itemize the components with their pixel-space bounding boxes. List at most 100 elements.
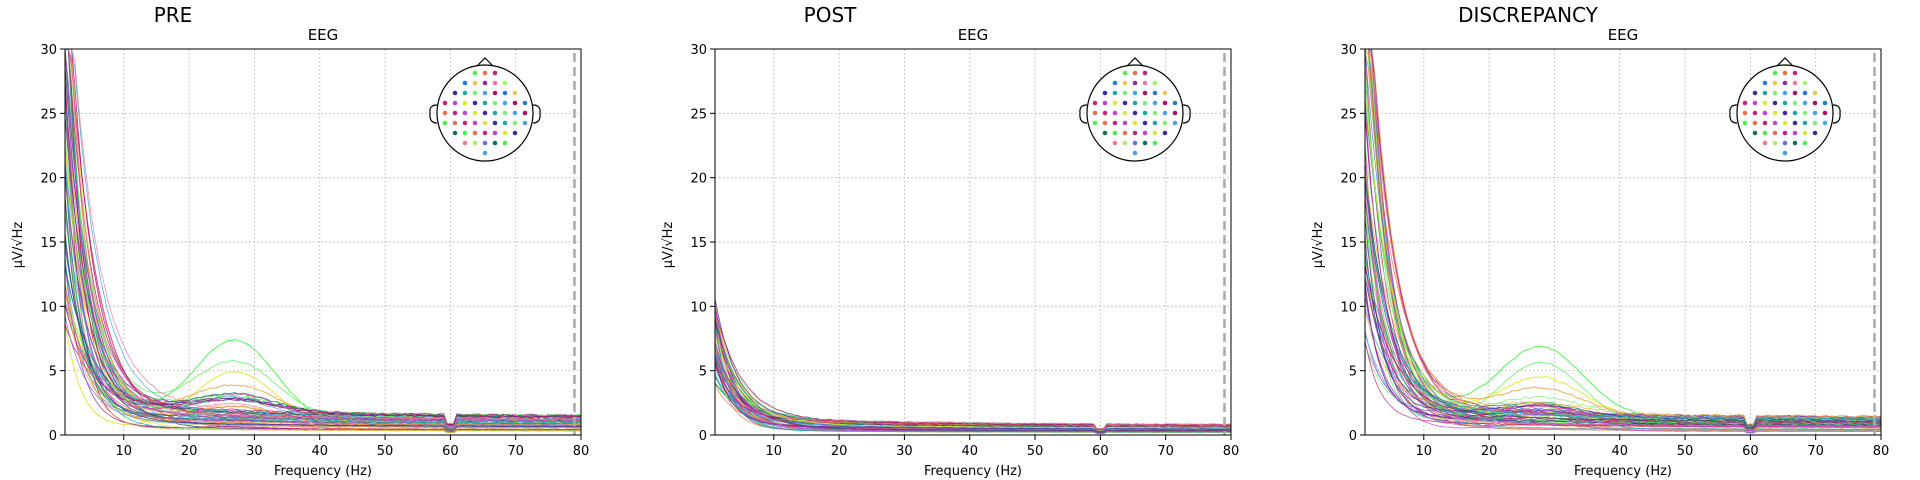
y-tick-label: 30 (1340, 43, 1357, 58)
sensor-dot (1792, 70, 1798, 76)
sensor-dot (1142, 90, 1148, 96)
sensor-dot (502, 100, 508, 106)
sensor-dot (1762, 140, 1768, 146)
series-line (1365, 144, 1881, 430)
series-line (65, 168, 581, 426)
sensor-dot (1762, 100, 1768, 106)
panel-title: PRE (154, 3, 193, 27)
sensor-dot (1122, 120, 1128, 126)
y-tick-label: 25 (690, 107, 707, 122)
sensor-dot (1772, 110, 1778, 116)
sensor-dot (1792, 140, 1798, 146)
sensor-dot (462, 140, 468, 146)
x-tick-label: 40 (311, 444, 328, 459)
sensor-dot (1762, 80, 1768, 86)
series-line (1365, 179, 1881, 431)
panel-discrepancy: DISCREPANCY EEG µV/√Hz Frequency (Hz) 10… (1311, 3, 1889, 479)
sensor-dot (492, 110, 498, 116)
y-tick-label: 30 (690, 43, 707, 58)
y-tick-label: 15 (40, 236, 57, 251)
y-tick-label: 5 (699, 365, 707, 380)
series-line (715, 308, 1231, 434)
series-group (715, 298, 1231, 435)
y-tick-label: 15 (690, 236, 707, 251)
y-tick-label: 0 (49, 429, 57, 444)
series-line (1365, 232, 1881, 434)
series-line (65, 266, 581, 426)
series-line (1365, 143, 1881, 428)
y-axis-label: µV/√Hz (661, 222, 676, 269)
x-tick-label: 30 (246, 444, 263, 459)
x-tick-label: 20 (831, 444, 848, 459)
sensor-dot (492, 130, 498, 136)
series-line (1365, 162, 1881, 434)
sensor-dot (1132, 120, 1138, 126)
sensor-dot (1172, 100, 1178, 106)
sensor-dot (502, 80, 508, 86)
sensor-dot (1782, 120, 1788, 126)
y-tick-label: 10 (690, 300, 707, 315)
sensor-dot (1132, 100, 1138, 106)
sensor-dot (1822, 100, 1828, 106)
series-line (715, 308, 1231, 431)
sensor-dot (1782, 130, 1788, 136)
series-line (65, 115, 581, 426)
y-tick-label: 10 (40, 300, 57, 315)
sensor-dot (1802, 110, 1808, 116)
panel-title: POST (804, 3, 857, 27)
x-tick-label: 60 (1092, 444, 1109, 459)
x-tick-label: 20 (1481, 444, 1498, 459)
sensor-dot (472, 140, 478, 146)
sensor-dot (1132, 90, 1138, 96)
series-line (715, 324, 1231, 430)
series-line (1365, 239, 1881, 428)
nose-outline (1126, 57, 1144, 67)
x-tick-label: 50 (1677, 444, 1694, 459)
sensor-dot (502, 130, 508, 136)
left-ear-outline (1079, 104, 1088, 124)
sensor-dot (1102, 110, 1108, 116)
series-line (65, 161, 581, 428)
y-axis-label: µV/√Hz (1311, 222, 1326, 269)
y-tick-label: 0 (699, 429, 707, 444)
series-line (1365, 176, 1881, 429)
sensor-dot (452, 130, 458, 136)
sensor-dot (1162, 110, 1168, 116)
sensor-dot (1152, 120, 1158, 126)
x-tick-label: 60 (1742, 444, 1759, 459)
y-axis-label: µV/√Hz (11, 222, 26, 269)
sensor-dot (1092, 120, 1098, 126)
sensor-dot (1772, 140, 1778, 146)
series-line (65, 78, 581, 426)
sensor-dot (492, 140, 498, 146)
sensor-dot (462, 110, 468, 116)
sensor-dot (522, 120, 528, 126)
y-tick-label: 30 (40, 43, 57, 58)
series-line (1365, 257, 1881, 427)
series-line (65, 240, 581, 431)
panel-subtitle: EEG (308, 26, 339, 44)
series-line (715, 305, 1231, 431)
series-line (65, 197, 581, 427)
sensor-dot (442, 110, 448, 116)
sensor-dot (1132, 130, 1138, 136)
series-line (715, 316, 1231, 431)
sensor-dot (1742, 120, 1748, 126)
sensor-dot (1782, 80, 1788, 86)
x-tick-label: 70 (1157, 444, 1174, 459)
x-tick-label: 40 (1611, 444, 1628, 459)
sensor-dot (1752, 130, 1758, 136)
sensor-dot (1742, 110, 1748, 116)
sensor-dot (1132, 110, 1138, 116)
sensor-dot (1812, 90, 1818, 96)
x-tick-label: 70 (507, 444, 524, 459)
sensor-dot (482, 130, 488, 136)
sensor-dot (1792, 90, 1798, 96)
panel-subtitle: EEG (958, 26, 989, 44)
sensor-dot (462, 80, 468, 86)
sensor-dot (1122, 140, 1128, 146)
sensor-dot (472, 70, 478, 76)
sensor-dot (512, 90, 518, 96)
sensor-dot (472, 100, 478, 106)
sensor-dot (1132, 140, 1138, 146)
